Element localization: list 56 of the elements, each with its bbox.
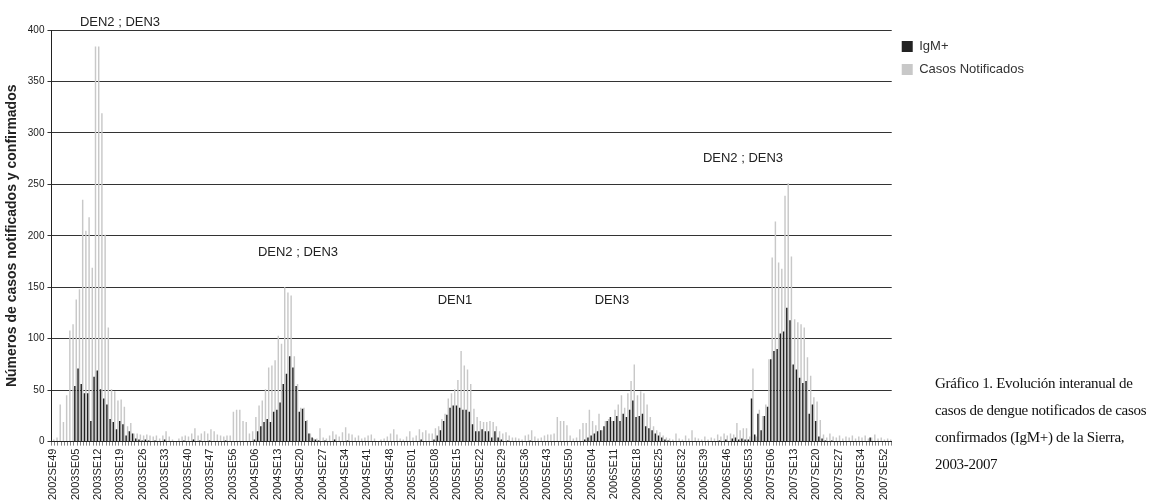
x-tick-label: 2005SE08 — [427, 448, 440, 501]
text: DEN2 ; DEN3 — [79, 13, 161, 29]
x-tick-label: 2006SE18 — [629, 448, 642, 501]
x-tick-label: 2007SE34 — [854, 448, 867, 501]
x-tick-label: 2006SE25 — [652, 448, 665, 501]
x-tick-label: 2007SE20 — [809, 448, 822, 501]
x-tick-label: 2007SE27 — [831, 448, 844, 501]
x-tick-label: 2004SE48 — [382, 448, 395, 501]
x-tick-label: 2003SE56 — [225, 448, 238, 501]
x-tick-label: 2006SE32 — [674, 448, 687, 501]
y-tick-label: 150 — [27, 281, 45, 293]
x-tick-label: 2005SE22 — [472, 448, 485, 501]
x-tick-label: 2006SE11 — [607, 448, 620, 500]
annotation: DEN1 — [437, 291, 473, 307]
annotation: DEN2 ; DEN3 — [702, 149, 784, 165]
x-tick-label: 2004SE06 — [248, 448, 261, 501]
x-tick-label: 2006SE39 — [697, 448, 710, 501]
y-tick-label: 0 — [38, 435, 45, 447]
x-tick-label: 2005SE15 — [450, 448, 463, 501]
annotation: DEN3 — [594, 291, 630, 307]
x-tick-label: 2006SE53 — [742, 448, 755, 501]
x-tick-label: 2002SE49 — [46, 448, 59, 501]
x-tick-label: 2006SE04 — [584, 448, 597, 501]
x-tick-label: 2005SE01 — [405, 448, 418, 501]
y-tick-label: 50 — [33, 383, 45, 395]
x-tick-label: 2005SE36 — [517, 448, 530, 501]
x-tick-label: 2004SE13 — [270, 448, 283, 501]
x-tick-label: 2003SE33 — [158, 448, 171, 501]
y-axis-title: Números de casos notificados y confirmados — [3, 84, 20, 388]
x-tick-label: 2004SE41 — [360, 448, 373, 501]
y-tick-label: 300 — [27, 126, 45, 138]
y-tick-label: 100 — [27, 332, 45, 344]
x-tick-label: 2003SE12 — [91, 448, 104, 501]
x-tick-label: 2003SE40 — [180, 448, 193, 501]
x-tick-label: 2007SE06 — [764, 448, 777, 501]
x-tick-label: 2003SE26 — [135, 448, 148, 501]
x-tick-label: 2006SE46 — [719, 448, 732, 501]
annotation: DEN2 ; DEN3 — [257, 243, 339, 259]
y-tick-label: 250 — [27, 178, 45, 190]
y-tick-label: 200 — [27, 229, 45, 241]
y-tick-label: 400 — [27, 23, 45, 35]
x-tick-label: 2005SE50 — [562, 448, 575, 501]
x-tick-label: 2004SE27 — [315, 448, 328, 501]
legend-label: Casos Notificados — [919, 61, 1025, 77]
x-tick-label: 2003SE05 — [68, 448, 81, 501]
x-tick-label: 2007SE13 — [786, 448, 799, 501]
x-tick-label: 2007SE52 — [876, 448, 889, 501]
x-tick-label: 2005SE29 — [495, 448, 508, 501]
x-tick-label: 2004SE34 — [337, 448, 350, 501]
x-tick-label: 2005SE43 — [540, 448, 553, 501]
x-tick-label: 2003SE47 — [203, 448, 216, 501]
y-tick-label: 350 — [27, 75, 45, 87]
legend-label: IgM+ — [919, 38, 949, 54]
x-tick-label: 2004SE20 — [293, 448, 306, 501]
x-tick-label: 2003SE19 — [113, 448, 126, 501]
text: Gráfico 1. Evolución interanual de casos de dengue notificados de casos confirmados (IgM+) de la Sierra, 2003-2007 — [935, 374, 1148, 474]
